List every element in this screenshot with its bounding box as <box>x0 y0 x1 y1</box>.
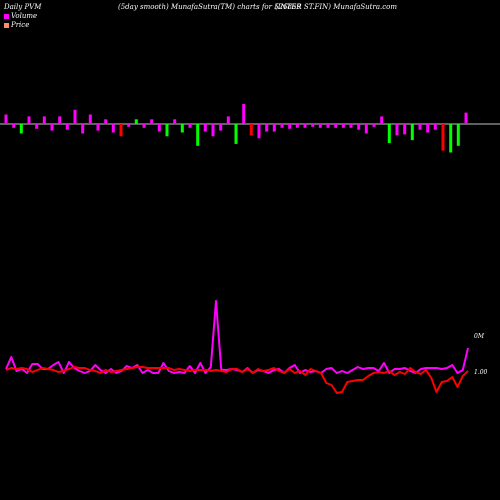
volume-bar <box>196 124 200 146</box>
volume-bar <box>58 116 62 124</box>
price-end-label: 1.00 <box>474 369 488 376</box>
volume-bar <box>318 124 322 128</box>
volume-bar <box>303 124 307 128</box>
volume-bar <box>242 104 246 124</box>
volume-bar <box>42 116 46 124</box>
volume-bar <box>257 124 261 139</box>
volume-bar <box>364 124 368 134</box>
volume-bar <box>418 124 422 130</box>
volume-bar <box>35 124 39 129</box>
volume-bar <box>96 124 100 131</box>
chart-header-left: Daily PVM <box>4 3 42 11</box>
volume-bar <box>295 124 299 128</box>
volume-bar <box>188 124 192 128</box>
volume-bar <box>249 124 253 136</box>
volume-bar <box>211 124 215 137</box>
volume-bar <box>65 124 69 130</box>
legend-item-volume: Volume <box>4 12 37 20</box>
volume-bar <box>372 124 376 127</box>
volume-bar <box>395 124 399 136</box>
volume-bar <box>234 124 238 144</box>
volume-bar <box>12 124 16 128</box>
volume-bar <box>357 124 361 130</box>
volume-bar <box>157 124 161 132</box>
volume-bar <box>4 114 8 124</box>
volume-bar <box>119 124 123 137</box>
volume-bar <box>288 124 292 129</box>
volume-bar <box>334 124 338 128</box>
volume-line <box>5 300 469 374</box>
legend-item-price: Price <box>4 21 29 29</box>
volume-bar <box>311 124 315 127</box>
volume-bar <box>134 119 138 125</box>
volume-bar <box>280 124 284 128</box>
volume-bar <box>104 119 108 125</box>
volume-bar <box>380 116 384 124</box>
volume-bar <box>27 116 31 124</box>
volume-bar <box>441 124 445 151</box>
volume-bar <box>180 124 184 133</box>
price-line <box>5 366 469 394</box>
volume-bar <box>111 124 115 133</box>
volume-bar <box>433 124 437 130</box>
volume-bar <box>88 114 92 124</box>
chart-header-right: (INTER ST.FIN) MunafaSutra.com <box>275 3 398 11</box>
volume-bar <box>410 124 414 141</box>
volume-bar <box>150 119 154 125</box>
volume-bar <box>81 124 85 134</box>
volume-bar <box>341 124 345 128</box>
volume-bar <box>326 124 330 128</box>
legend-label-volume: Volume <box>11 12 38 20</box>
volume-bar <box>456 124 460 146</box>
volume-swatch <box>4 13 9 19</box>
volume-bar <box>219 124 223 131</box>
volume-bar <box>265 124 269 132</box>
volume-bar <box>73 109 77 125</box>
volume-bar <box>19 124 23 134</box>
volume-end-label: 0M <box>474 333 484 340</box>
volume-bar <box>349 124 353 128</box>
volume-bar <box>403 124 407 135</box>
volume-bar <box>464 112 468 124</box>
volume-bar <box>173 119 177 125</box>
chart-header-title: (5day smooth) MunafaSutra(TM) charts for… <box>118 3 301 11</box>
volume-bar <box>127 124 131 127</box>
volume-bar <box>50 124 54 131</box>
volume-bar <box>272 124 276 132</box>
volume-bar <box>426 124 430 133</box>
legend-label-price: Price <box>11 21 30 29</box>
volume-bar <box>449 124 453 153</box>
volume-bar <box>203 124 207 132</box>
price-swatch <box>4 22 9 28</box>
volume-bar <box>142 124 146 128</box>
volume-bar <box>387 124 391 143</box>
volume-bar <box>165 124 169 137</box>
volume-bar <box>226 116 230 124</box>
